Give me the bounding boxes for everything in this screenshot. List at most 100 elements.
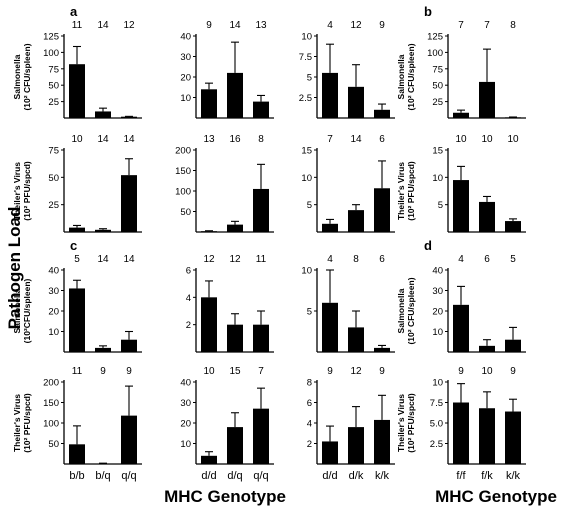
c5-bar-0	[201, 455, 217, 464]
c4-n-label-2: 9	[126, 366, 132, 377]
c1-bar-2	[121, 339, 137, 352]
a1-bar-2	[121, 116, 137, 118]
c3-ytick-label-1: 10	[301, 266, 312, 277]
d1-ytick-label-3: 40	[432, 266, 443, 277]
a1-ytick-label-0: 25	[48, 97, 59, 108]
d1-ytick-label-1: 20	[432, 307, 443, 318]
c5-ytick-label-2: 30	[180, 398, 191, 409]
c2-n-label-0: 12	[203, 254, 215, 265]
c3-bar-1	[348, 327, 364, 352]
c4-category-1: b/q	[95, 470, 110, 482]
c1-bar-0	[69, 288, 85, 352]
a1-n-label-1: 14	[97, 20, 109, 31]
c2-bar-0	[201, 297, 217, 352]
b2-n-label-1: 10	[481, 134, 493, 145]
a5-ytick-label-1: 100	[175, 187, 191, 198]
a6-bar-2	[374, 188, 390, 232]
a1-n-label-2: 12	[123, 20, 135, 31]
a1-ylabel-line-1: Salmonella	[12, 54, 22, 99]
a3-ytick-label-3: 10	[301, 32, 312, 43]
d1-bar-2	[505, 339, 521, 352]
c5-ytick-label-1: 20	[180, 419, 191, 430]
c6-n-label-0: 9	[327, 366, 333, 377]
b2-bar-0	[453, 180, 469, 232]
d1-ytick-label-2: 30	[432, 286, 443, 297]
c2-ytick-label-2: 6	[186, 266, 191, 277]
c3-bar-0	[322, 302, 338, 352]
a4-ytick-label-1: 50	[48, 173, 59, 184]
c4-ylabel-line-2: (10² PFU/spcd)	[22, 393, 32, 453]
c4-bar-0	[69, 444, 85, 464]
panel-letter-a: a	[70, 4, 78, 19]
c1-ylabel-line-1: Salmonella	[12, 288, 22, 333]
a3-ytick-label-2: 7.5	[299, 52, 312, 63]
b2-ylabel-line-1: Theiler's Virus	[396, 162, 406, 220]
b1-bar-2	[505, 117, 521, 118]
a5-n-label-1: 16	[229, 134, 241, 145]
a5-n-label-0: 13	[203, 134, 215, 145]
a6-bar-0	[322, 223, 338, 232]
d2-ytick-label-0: 2.5	[430, 439, 443, 450]
d1-ylabel-line-1: Salmonella	[396, 288, 406, 333]
b2-ytick-label-1: 10	[432, 173, 443, 184]
d2-bar-0	[453, 402, 469, 464]
a5-n-label-2: 8	[258, 134, 264, 145]
c3-n-label-1: 8	[353, 254, 359, 265]
a6-ytick-label-0: 5	[307, 200, 312, 211]
a2-n-label-2: 13	[255, 20, 267, 31]
a5-ytick-label-0: 50	[180, 207, 191, 218]
b1-ylabel-line-1: Salmonella	[396, 54, 406, 99]
a1-bar-1	[95, 111, 111, 118]
a6-bar-1	[348, 210, 364, 232]
b1-ylabel-line-2: (10² CFU/spleen)	[406, 43, 416, 110]
b2-n-label-2: 10	[507, 134, 519, 145]
a5-ytick-label-3: 200	[175, 146, 191, 157]
a2-n-label-1: 14	[229, 20, 241, 31]
c4-ytick-label-2: 150	[43, 398, 59, 409]
a1-ytick-label-2: 75	[48, 64, 59, 75]
a3-ytick-label-1: 5	[307, 73, 312, 84]
c1-ylabel-line-2: (10³CFU/spleen)	[22, 278, 32, 343]
d2-ytick-label-1: 5.0	[430, 419, 443, 430]
a2-ytick-label-1: 20	[180, 73, 191, 84]
c5-ytick-label-0: 10	[180, 439, 191, 450]
c1-ytick-label-0: 10	[48, 327, 59, 338]
a3-bar-1	[348, 86, 364, 118]
c1-ytick-label-1: 20	[48, 307, 59, 318]
d2-ylabel-line-1: Theiler's Virus	[396, 394, 406, 452]
b1-ytick-label-3: 100	[427, 48, 443, 59]
c6-ytick-label-0: 2	[307, 439, 312, 450]
panel-letter-d: d	[424, 238, 432, 253]
a6-ytick-label-2: 15	[301, 146, 312, 157]
b1-n-label-1: 7	[484, 20, 490, 31]
a6-n-label-0: 7	[327, 134, 333, 145]
a3-bar-0	[322, 72, 338, 118]
c6-category-0: d/d	[322, 470, 337, 482]
a2-n-label-0: 9	[206, 20, 212, 31]
c4-n-label-0: 11	[72, 366, 83, 377]
d2-n-label-0: 9	[458, 366, 464, 377]
a4-n-label-2: 14	[123, 134, 135, 145]
c4-ytick-label-0: 50	[48, 439, 59, 450]
d1-ytick-label-0: 10	[432, 327, 443, 338]
a1-ytick-label-1: 50	[48, 81, 59, 92]
c4-ytick-label-3: 200	[43, 378, 59, 389]
c2-n-label-2: 11	[256, 254, 267, 265]
d2-bar-2	[505, 411, 521, 464]
c5-category-0: d/d	[201, 470, 216, 482]
b1-bar-0	[453, 112, 469, 118]
b2-ytick-label-2: 15	[432, 146, 443, 157]
a2-bar-2	[253, 101, 269, 118]
c6-ytick-label-1: 4	[307, 419, 312, 430]
a4-ytick-label-0: 25	[48, 200, 59, 211]
a6-n-label-1: 14	[350, 134, 362, 145]
c5-n-label-1: 15	[229, 366, 241, 377]
c5-bar-1	[227, 427, 243, 464]
c1-n-label-0: 5	[74, 254, 80, 265]
d1-n-label-0: 4	[458, 254, 464, 265]
b1-ytick-label-1: 50	[432, 81, 443, 92]
c3-bar-2	[374, 347, 390, 352]
c4-ytick-label-1: 100	[43, 419, 59, 430]
a1-ytick-label-4: 125	[43, 32, 59, 43]
